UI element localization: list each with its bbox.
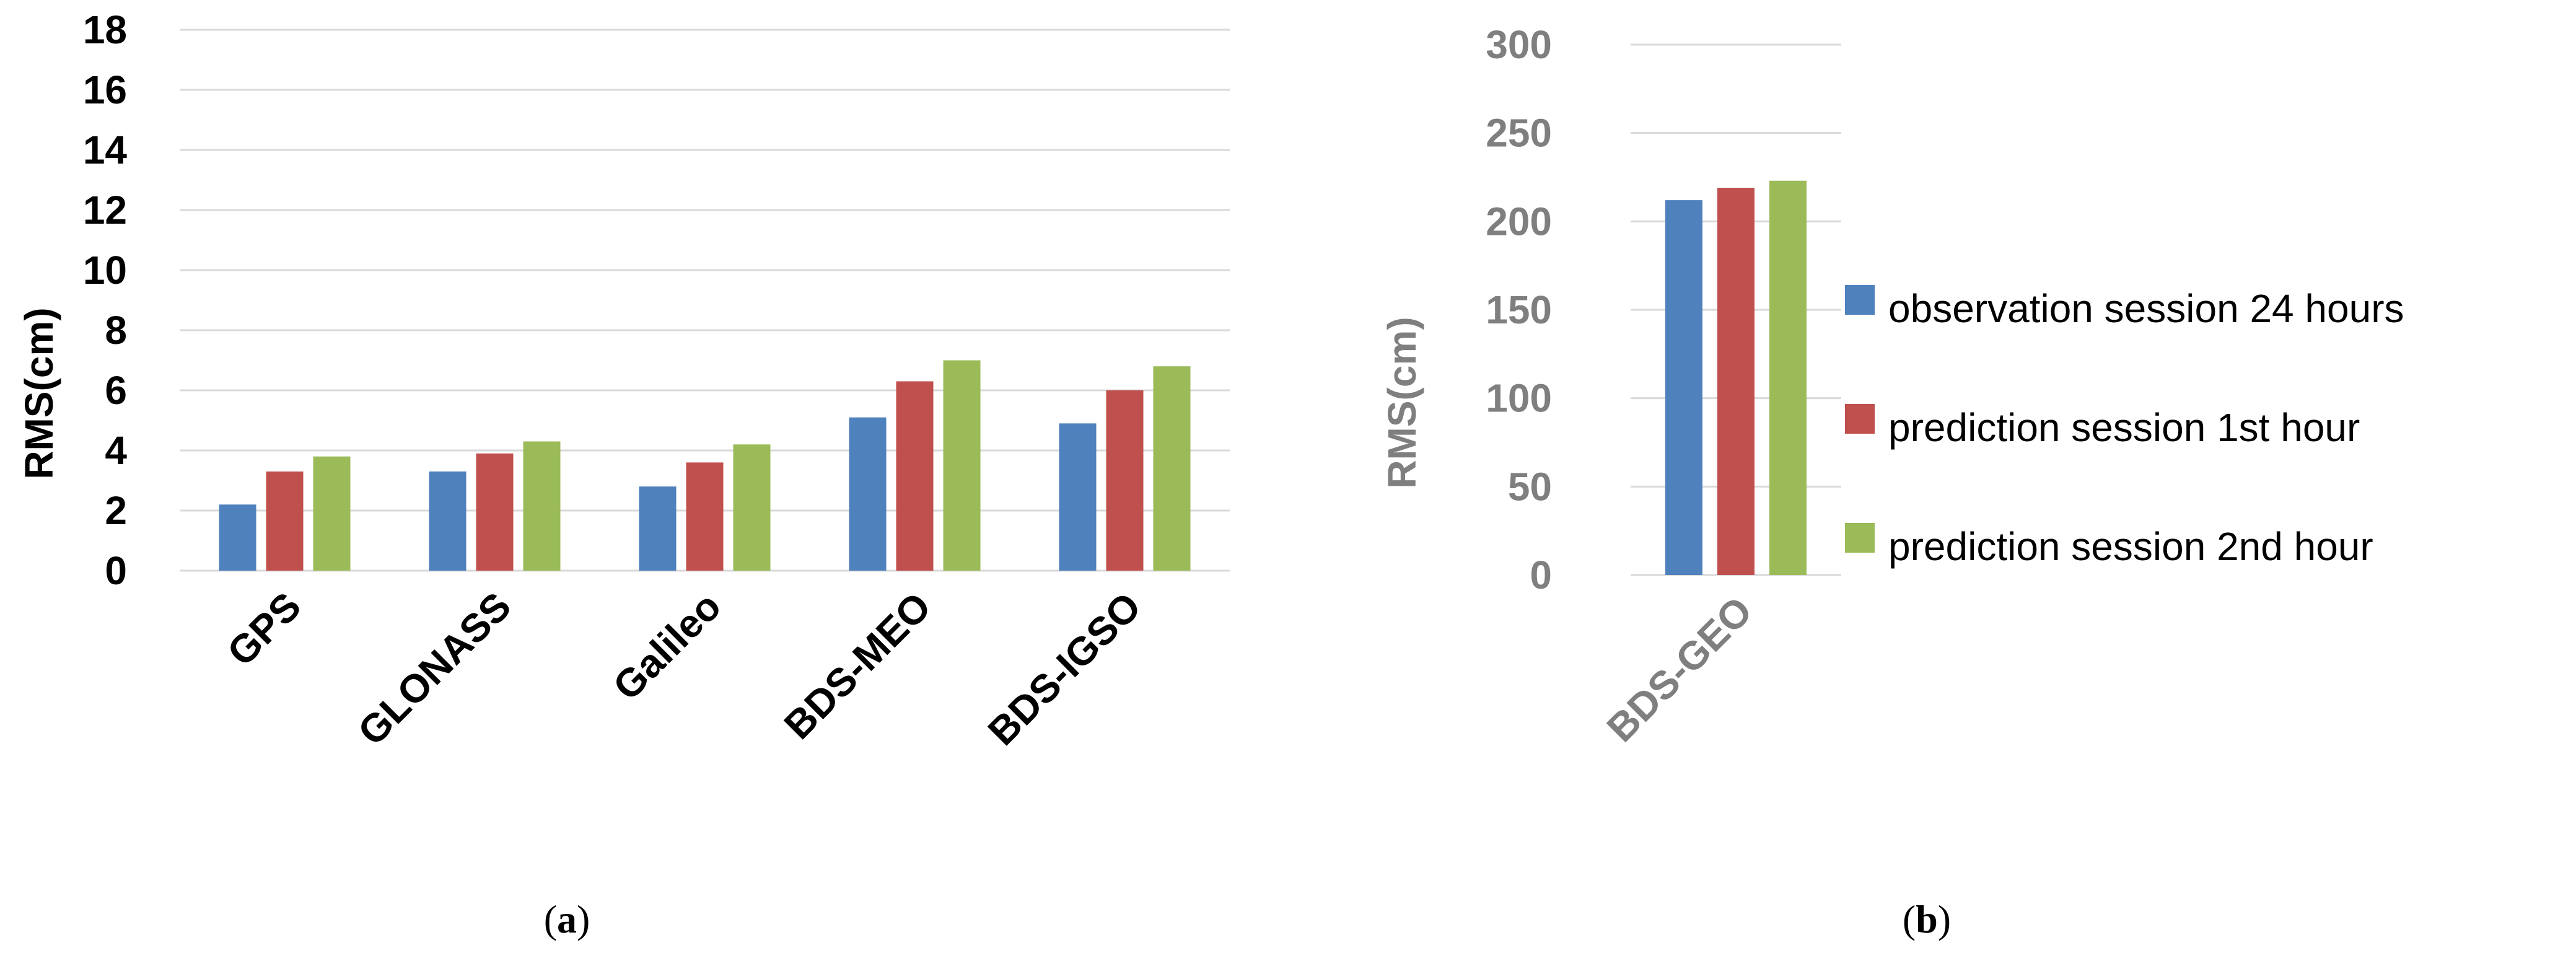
b-y-tick-label: 300 (1486, 22, 1552, 67)
legend: observation session 24 hours prediction … (1845, 285, 2404, 569)
legend-swatch-prediction-1st (1845, 404, 1875, 434)
legend-swatch-observation (1845, 285, 1875, 315)
a-bar (849, 417, 887, 571)
a-bars (219, 360, 1191, 571)
panel-label-a: (a) (544, 897, 590, 941)
a-bar (313, 456, 351, 571)
b-y-tick-labels: 0 50 100 150 200 250 300 (1486, 22, 1552, 597)
b-bar (1717, 188, 1755, 575)
a-bar (476, 453, 514, 571)
a-y-tick-label: 8 (105, 308, 127, 353)
a-gridlines (180, 29, 1230, 572)
a-y-tick-label: 14 (83, 128, 128, 172)
b-bars (1665, 180, 1807, 575)
b-y-tick-label: 100 (1486, 376, 1552, 421)
a-y-tick-labels: 0 2 4 6 8 10 12 14 16 18 (83, 7, 128, 593)
a-y-axis-title: RMS(cm) (17, 307, 61, 479)
a-y-tick-label: 16 (83, 68, 127, 112)
legend-label-prediction-1st: prediction session 1st hour (1888, 405, 2360, 450)
a-bar (1106, 390, 1144, 571)
a-y-tick-label: 0 (105, 548, 127, 593)
a-bar (523, 441, 561, 571)
a-y-tick-label: 12 (83, 188, 127, 232)
b-y-tick-label: 150 (1486, 287, 1552, 332)
legend-label-observation: observation session 24 hours (1888, 286, 2404, 331)
legend-swatch-prediction-2nd (1845, 523, 1875, 553)
a-bar (1153, 366, 1191, 571)
a-bar (429, 471, 467, 571)
a-bar (639, 486, 677, 571)
a-bar (219, 504, 256, 571)
b-y-tick-label: 200 (1486, 199, 1552, 244)
b-y-tick-label: 250 (1486, 111, 1552, 156)
b-y-tick-label: 0 (1530, 553, 1552, 597)
a-bar (896, 381, 934, 571)
a-bar (733, 444, 771, 571)
a-y-tick-label: 6 (105, 368, 127, 413)
b-y-tick-label: 50 (1508, 464, 1552, 509)
a-bar (686, 462, 724, 571)
b-y-axis-title: RMS(cm) (1380, 317, 1424, 488)
b-bar (1769, 180, 1807, 575)
b-bar (1665, 200, 1702, 575)
panel-label-b: (b) (1903, 897, 1951, 941)
legend-label-prediction-2nd: prediction session 2nd hour (1888, 524, 2373, 569)
a-y-tick-label: 18 (83, 7, 127, 52)
a-bar (1059, 423, 1097, 571)
a-bar (266, 471, 304, 571)
a-y-tick-label: 4 (105, 428, 127, 473)
a-y-tick-label: 10 (83, 248, 127, 292)
a-y-tick-label: 2 (105, 488, 127, 533)
a-bar (943, 360, 981, 571)
